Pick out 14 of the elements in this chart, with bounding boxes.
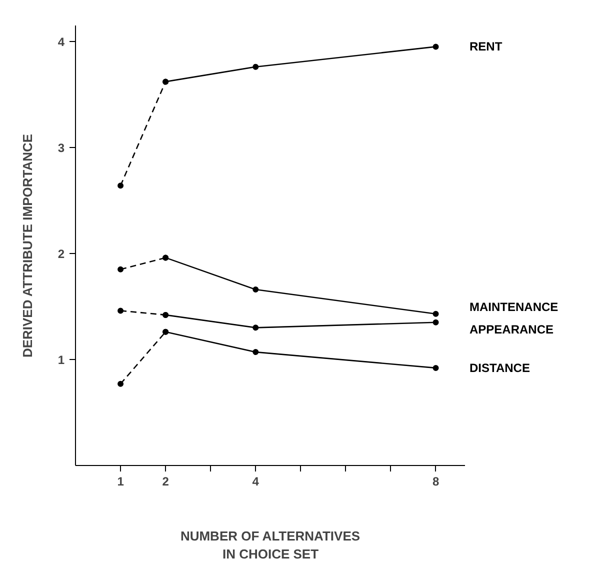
x-tick-label: 4: [252, 474, 260, 488]
text: RENT: [470, 40, 503, 54]
x-tick-label: 2: [162, 474, 170, 488]
x-axis-title: NUMBER OF ALTERNATIVES IN CHOICE SET: [180, 528, 360, 562]
text: DISTANCE: [470, 360, 530, 375]
text: MAINTENANCE: [470, 300, 558, 314]
y-tick-label: 3: [58, 140, 65, 155]
y-tick-label: 2: [58, 246, 65, 261]
y-axis-title: DERIVED ATTRIBUTE IMPORTANCE: [20, 134, 35, 358]
y-tick-label: 1: [58, 352, 65, 367]
text: APPEARANCE: [470, 322, 554, 336]
y-tick-label: 4: [58, 34, 65, 49]
x-tick-label: 8: [432, 474, 440, 488]
x-tick-label: 1: [117, 474, 124, 488]
